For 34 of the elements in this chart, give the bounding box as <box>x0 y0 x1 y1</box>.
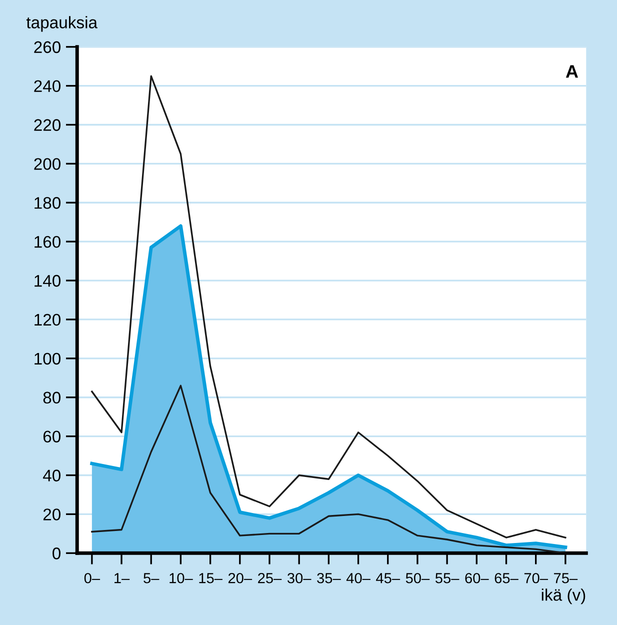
y-tick-label: 40 <box>43 470 61 482</box>
x-tick-label: 25– <box>258 572 282 584</box>
y-tick-label: 240 <box>34 80 61 92</box>
x-tick-label: 10– <box>170 572 193 584</box>
x-tick-label: 75– <box>554 573 578 584</box>
y-tick-label: 0 <box>52 548 60 560</box>
y-tick-label: 60 <box>43 430 61 442</box>
x-tick-label: 45– <box>376 573 400 584</box>
y-tick-label: 200 <box>34 158 61 170</box>
y-tick-label: 120 <box>34 314 61 326</box>
y-tick-label: 180 <box>34 197 61 209</box>
y-tick-label: 100 <box>34 352 61 365</box>
x-tick-label: 40– <box>346 572 370 584</box>
x-tick-label: 35– <box>317 572 341 584</box>
x-tick-label: 65– <box>494 572 518 584</box>
x-tick-label: 0– <box>84 572 100 584</box>
x-tick-label: 15– <box>199 573 222 584</box>
y-tick-label: 20 <box>43 508 61 520</box>
x-tick-label: 55– <box>435 573 460 584</box>
y-tick-label: 260 <box>34 41 61 54</box>
x-tick-label: 20– <box>228 572 252 584</box>
y-tick-label: 220 <box>34 119 61 131</box>
y-tick-label: 160 <box>34 236 61 248</box>
y-tick-label: 80 <box>43 392 61 404</box>
x-tick-label: 60– <box>465 572 489 584</box>
annotation: A <box>566 65 578 78</box>
x-tick-label: 70– <box>524 572 548 584</box>
x-tick-label: 1– <box>114 573 130 584</box>
x-tick-label: 5– <box>144 573 160 584</box>
y-tick-label: 140 <box>34 274 61 287</box>
x-tick-label: 30– <box>287 572 312 584</box>
x-tick-label: 50– <box>406 572 430 584</box>
y-axis-title: tapauksia <box>26 16 98 32</box>
x-axis-title: ikä (v) <box>542 588 586 604</box>
